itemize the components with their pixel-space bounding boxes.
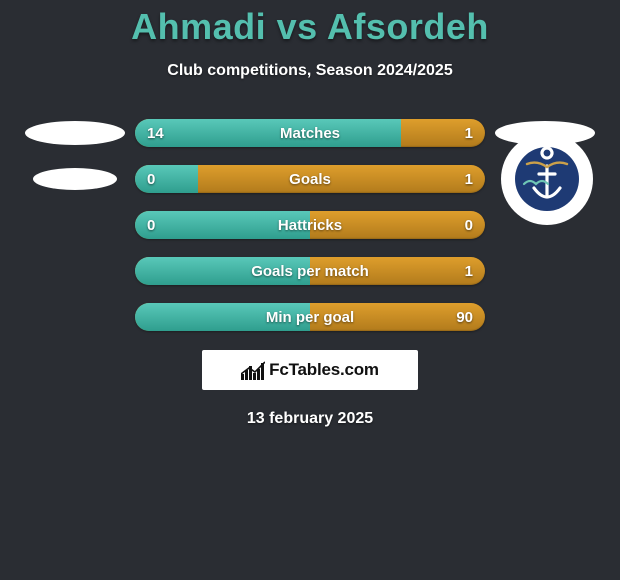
stat-bar: 0 0 Hattricks (135, 211, 485, 239)
stat-row: 90 Min per goal (0, 302, 620, 332)
stat-bar: 14 1 Matches (135, 119, 485, 147)
player1-badge-ellipse-small (33, 168, 117, 190)
stat-bar-left-fill (135, 165, 198, 193)
stat-bar-left-fill (135, 257, 310, 285)
empty-slot (495, 302, 595, 332)
infographic-container: Ahmadi vs Afsordeh Club competitions, Se… (0, 0, 620, 580)
brand-inner: FcTables.com (241, 360, 379, 380)
brand-text: FcTables.com (269, 360, 379, 380)
left-badge-slot (25, 164, 125, 194)
right-crest-slot (495, 137, 595, 221)
stat-value-right: 0 (465, 211, 473, 239)
stat-bar: 1 Goals per match (135, 257, 485, 285)
left-badge-slot (25, 118, 125, 148)
stat-value-left: 0 (147, 165, 155, 193)
bar-chart-icon (241, 360, 265, 380)
anchor-crest-icon (512, 144, 582, 214)
subtitle: Club competitions, Season 2024/2025 (0, 62, 620, 80)
stat-row: 1 Goals per match (0, 256, 620, 286)
stat-value-right: 1 (465, 119, 473, 147)
date-text: 13 february 2025 (0, 410, 620, 428)
page-title: Ahmadi vs Afsordeh (0, 0, 620, 48)
empty-slot (495, 210, 595, 240)
brand-link[interactable]: FcTables.com (202, 350, 418, 390)
stat-bar-left-fill (135, 211, 310, 239)
stat-value-left: 0 (147, 211, 155, 239)
stat-bar-left-fill (135, 303, 310, 331)
stat-value-right: 1 (465, 165, 473, 193)
stats-rows: 14 1 Matches 0 1 Goals (0, 118, 620, 332)
empty-slot (25, 256, 125, 286)
empty-slot (25, 302, 125, 332)
stat-value-left: 14 (147, 119, 164, 147)
stat-bar: 0 1 Goals (135, 165, 485, 193)
empty-slot (25, 210, 125, 240)
stat-value-right: 90 (456, 303, 473, 331)
player1-badge-ellipse (25, 121, 125, 145)
stat-bar: 90 Min per goal (135, 303, 485, 331)
stat-row: 0 0 Hattricks (0, 210, 620, 240)
empty-slot (495, 256, 595, 286)
stat-value-right: 1 (465, 257, 473, 285)
stat-bar-left-fill (135, 119, 401, 147)
stat-row: 0 1 Goals (0, 164, 620, 194)
